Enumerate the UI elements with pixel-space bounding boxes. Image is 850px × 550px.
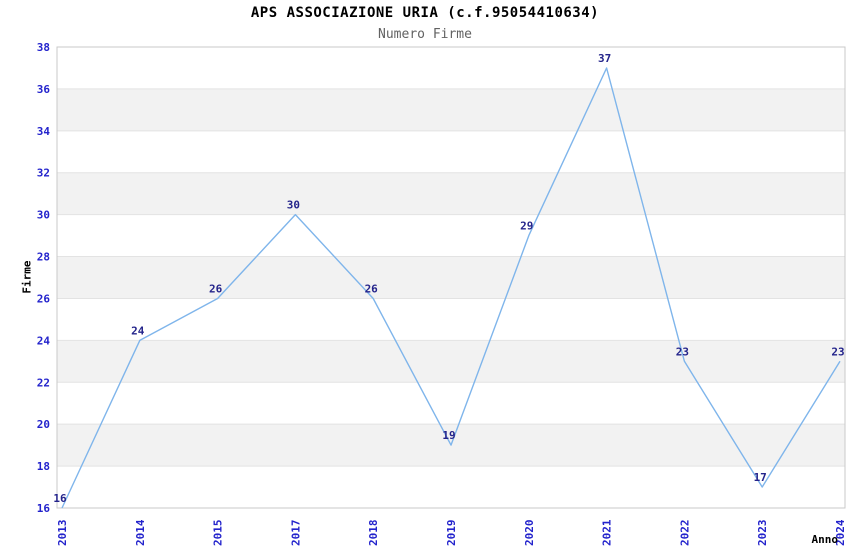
y-tick-label: 22 [37, 376, 50, 389]
chart-title: APS ASSOCIAZIONE URIA (c.f.95054410634) [250, 5, 600, 21]
value-label: 17 [754, 471, 767, 484]
x-tick-label: 2014 [134, 519, 147, 546]
x-tick-label: 2022 [678, 520, 691, 547]
y-tick-label: 18 [37, 460, 50, 473]
y-tick-label: 16 [37, 502, 51, 515]
chart-subtitle: Numero Firme [378, 27, 472, 42]
y-tick-label: 34 [37, 125, 51, 138]
x-tick-label: 2017 [289, 520, 302, 547]
y-tick-label: 38 [37, 41, 50, 54]
x-tick-label: 2020 [523, 520, 536, 547]
plot-band [57, 88, 845, 131]
y-tick-label: 30 [37, 209, 50, 222]
y-tick-label: 28 [37, 251, 50, 264]
x-axis-title: Anno [811, 533, 839, 546]
data-line [61, 67, 841, 509]
y-tick-label: 36 [37, 83, 51, 96]
x-tick-label: 2023 [756, 520, 769, 547]
value-label: 37 [598, 52, 611, 65]
value-label: 23 [831, 345, 844, 358]
value-label: 30 [287, 199, 300, 212]
value-label: 19 [442, 429, 455, 442]
value-label: 26 [209, 282, 223, 295]
x-tick-label: 2021 [601, 519, 614, 546]
x-tick-label: 2019 [445, 520, 458, 547]
y-tick-label: 26 [37, 292, 51, 305]
x-tick-label: 2015 [212, 520, 225, 547]
x-tick-label: 2024 [834, 519, 847, 546]
y-tick-label: 32 [37, 167, 50, 180]
plot-band [57, 340, 845, 383]
value-label: 23 [676, 345, 689, 358]
plot-band [57, 256, 845, 299]
value-label: 29 [520, 220, 533, 233]
y-axis-title: Firme [20, 260, 34, 294]
value-label: 16 [53, 492, 67, 505]
y-tick-label: 20 [37, 418, 50, 431]
x-tick-label: 2018 [367, 520, 380, 547]
x-tick-label: 2013 [56, 520, 69, 547]
value-label: 24 [131, 324, 145, 337]
plot-border [56, 46, 846, 509]
plot-band [57, 172, 845, 215]
value-label: 26 [365, 282, 379, 295]
y-tick-label: 24 [37, 334, 51, 347]
